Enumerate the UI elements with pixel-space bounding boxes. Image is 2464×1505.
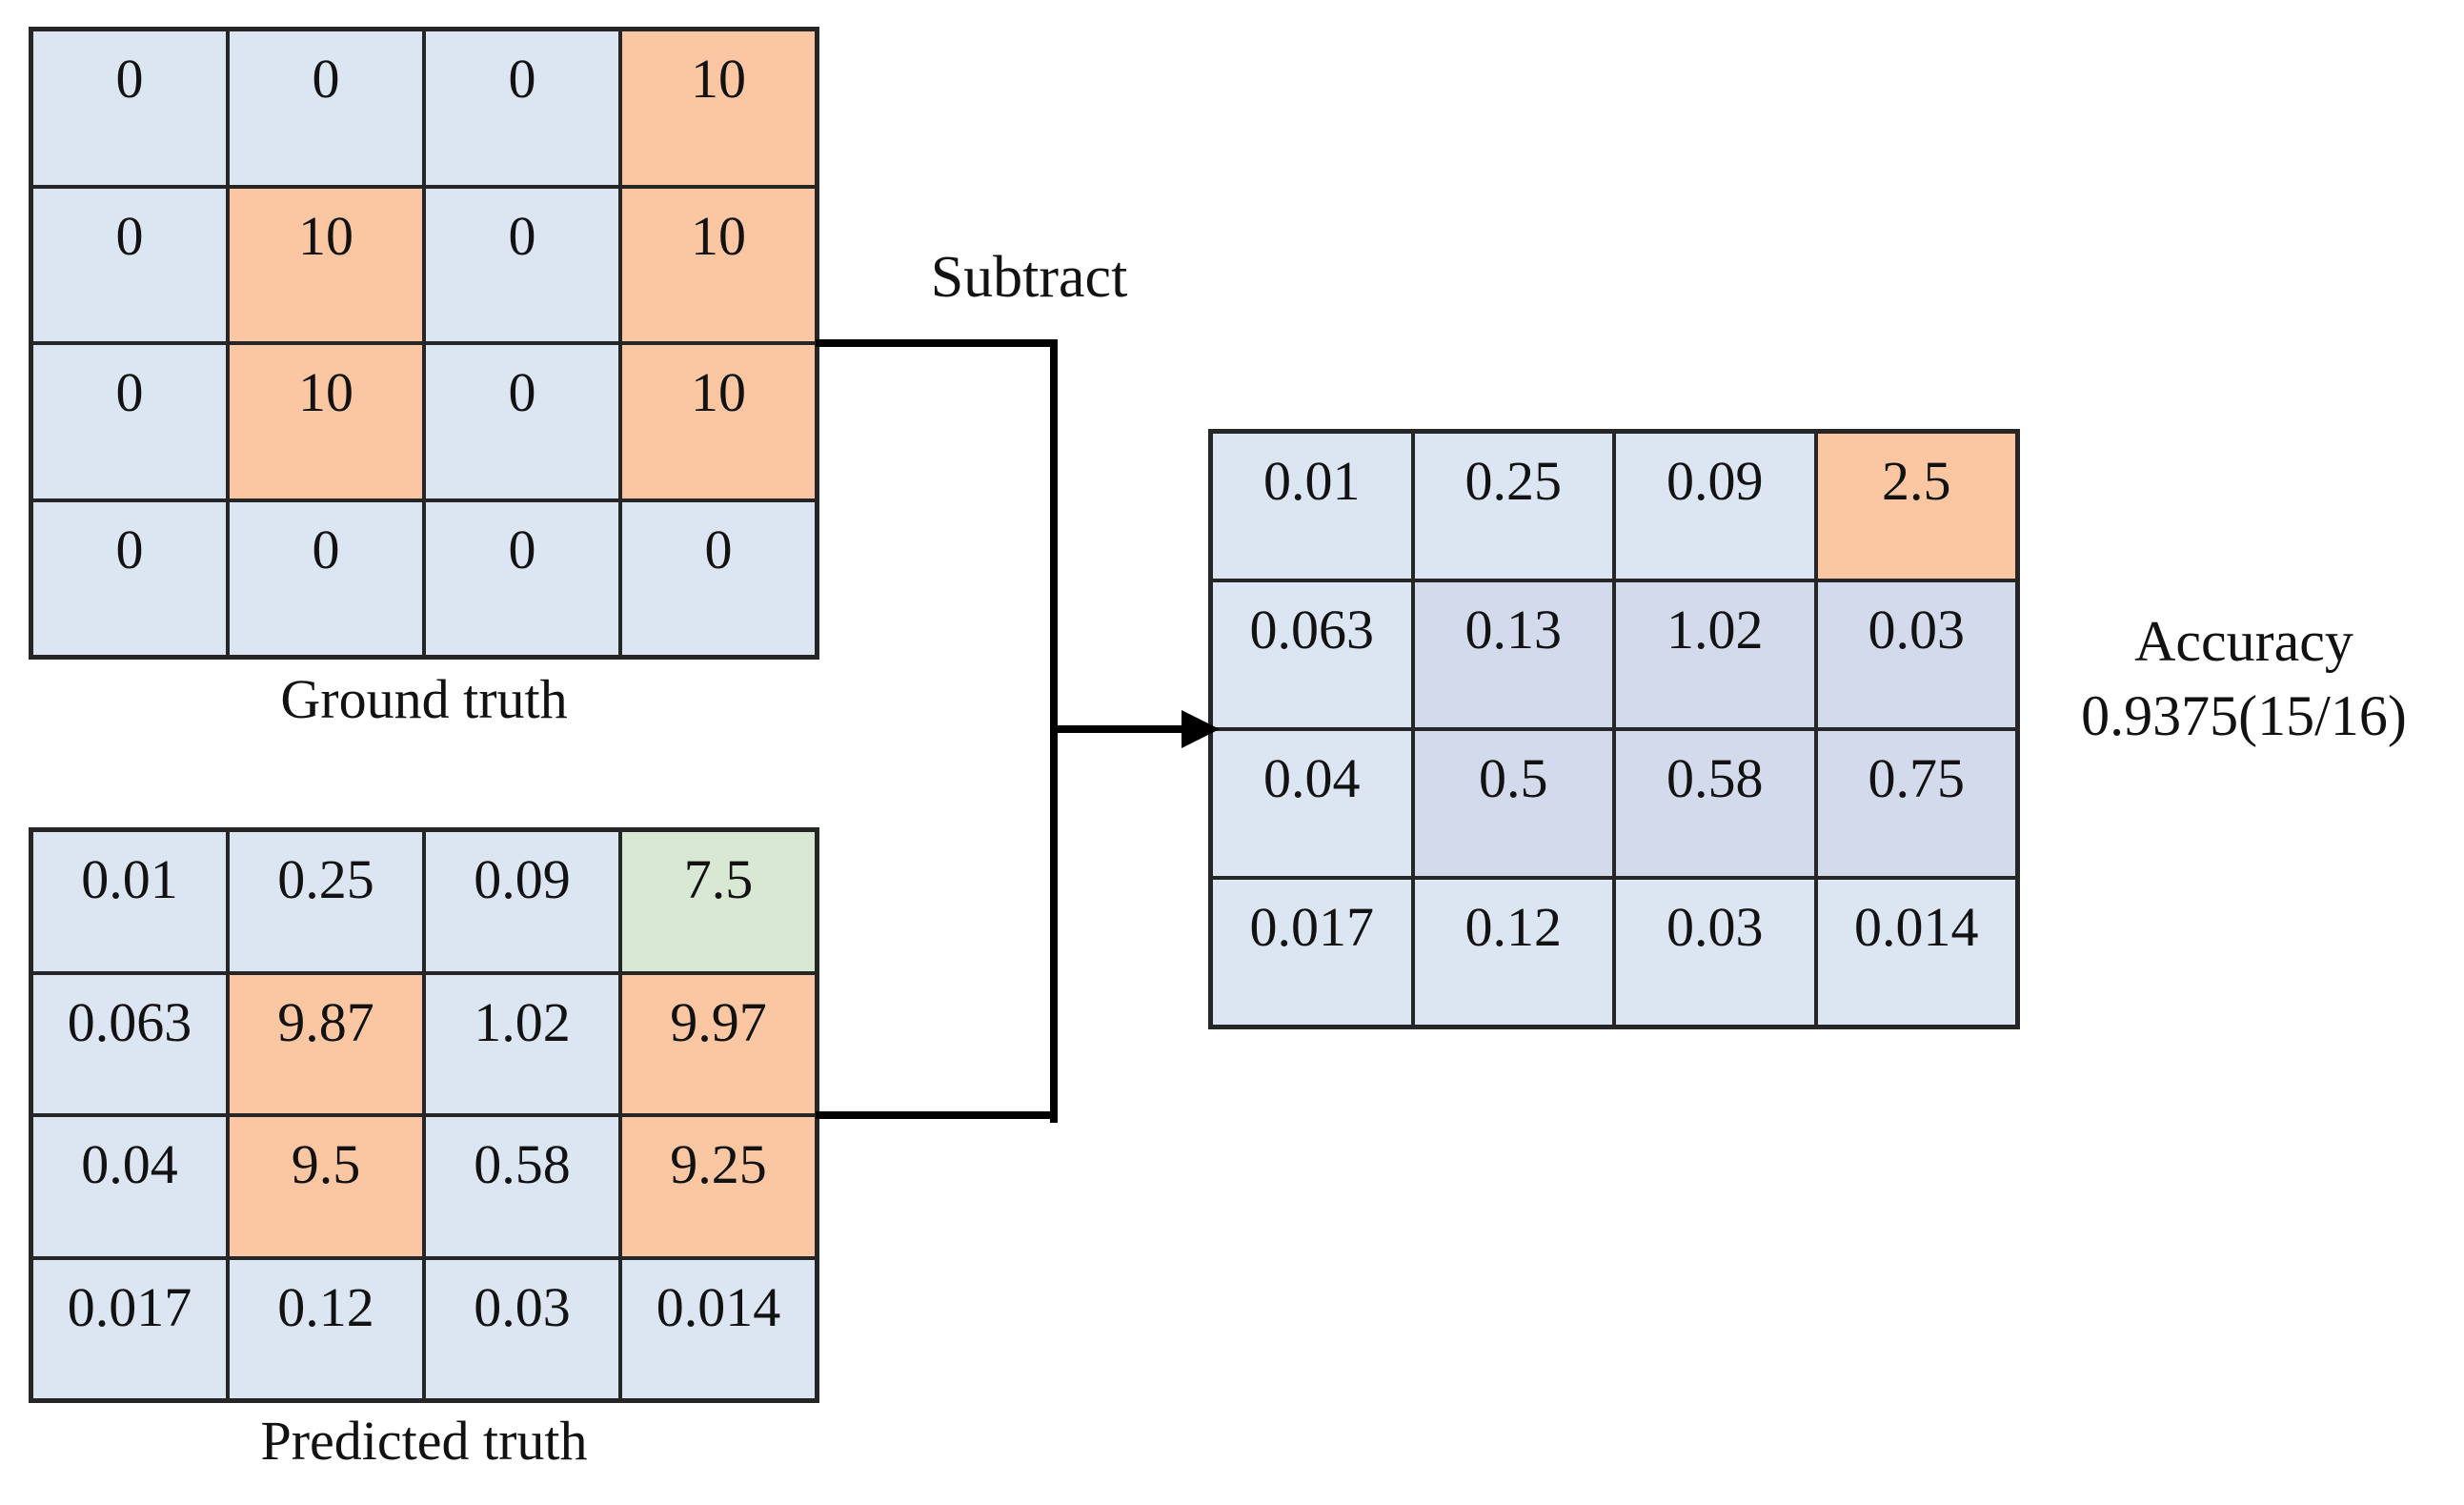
ground-truth-label: Ground truth [280,668,568,730]
predicted-truth-cell-r4c3: 0.03 [426,1259,618,1398]
result-cell-r1c2: 0.25 [1414,434,1612,579]
ground-truth-cell-r3c3: 0 [426,345,618,498]
ground-truth-cell-r1c2: 0 [230,31,422,185]
ground-truth-cell-r4c2: 0 [230,501,422,655]
ground-truth-cell-r4c4: 0 [622,501,815,655]
ground-truth-cell-r4c1: 0 [33,501,226,655]
result-cell-r4c4: 0.014 [1817,880,2015,1025]
result-cell-r1c1: 0.01 [1213,434,1411,579]
predicted-truth-cell-r3c2: 9.5 [230,1117,422,1256]
result-cell-r3c3: 0.58 [1616,731,1814,876]
predicted-truth-cell-r1c1: 0.01 [33,832,226,971]
predicted-truth-cell-r3c1: 0.04 [33,1117,226,1256]
result-matrix: 0.01 0.25 0.09 2.5 0.063 0.13 1.02 0.03 0.04 0.5 0… [1208,429,2020,1029]
result-cell-r1c4: 2.5 [1817,434,2015,579]
ground-truth-cell-r2c2: 10 [230,188,422,341]
predicted-truth-cell-r2c4: 9.97 [622,974,815,1113]
predicted-truth-cell-r2c1: 0.063 [33,974,226,1113]
ground-truth-cell-r1c1: 0 [33,31,226,185]
predicted-truth-cell-r1c2: 0.25 [230,832,422,971]
arrow-right-icon [1182,710,1220,748]
ground-truth-cell-r1c4: 10 [622,31,815,185]
ground-truth-cell-r3c1: 0 [33,345,226,498]
predicted-truth-cell-r2c2: 9.87 [230,974,422,1113]
result-cell-r3c4: 0.75 [1817,731,2015,876]
result-cell-r4c3: 0.03 [1616,880,1814,1025]
result-cell-r2c1: 0.063 [1213,582,1411,727]
result-cell-r2c3: 1.02 [1616,582,1814,727]
accuracy-title: Accuracy [2134,610,2353,673]
connector-line-bottom [816,1111,1058,1119]
result-cell-r2c2: 0.13 [1414,582,1612,727]
subtract-arrow-shaft [1050,725,1183,733]
predicted-truth-cell-r1c3: 0.09 [426,832,618,971]
result-cell-r1c3: 0.09 [1616,434,1814,579]
accuracy-value: 0.9375(15/16) [2081,684,2407,747]
predicted-truth-cell-r4c2: 0.12 [230,1259,422,1398]
result-cell-r4c1: 0.017 [1213,880,1411,1025]
result-cell-r2c4: 0.03 [1817,582,2015,727]
predicted-truth-cell-r4c4: 0.014 [622,1259,815,1398]
predicted-truth-label: Predicted truth [260,1410,588,1472]
predicted-truth-cell-r3c3: 0.58 [426,1117,618,1256]
ground-truth-cell-r4c3: 0 [426,501,618,655]
accuracy-label: Accuracy 0.9375(15/16) [2024,604,2464,753]
predicted-truth-cell-r1c4: 7.5 [622,832,815,971]
ground-truth-cell-r1c3: 0 [426,31,618,185]
ground-truth-cell-r2c1: 0 [33,188,226,341]
predicted-truth-matrix: 0.01 0.25 0.09 7.5 0.063 9.87 1.02 9.97 0.04 9.5 0… [29,827,819,1403]
predicted-truth-cell-r2c3: 1.02 [426,974,618,1113]
ground-truth-matrix: 0 0 0 10 0 10 0 10 0 10 0 10 0 0 0 0 [29,27,819,660]
predicted-truth-cell-r4c1: 0.017 [33,1259,226,1398]
ground-truth-cell-r3c2: 10 [230,345,422,498]
ground-truth-cell-r3c4: 10 [622,345,815,498]
subtract-label: Subtract [930,245,1128,310]
ground-truth-cell-r2c3: 0 [426,188,618,341]
result-cell-r4c2: 0.12 [1414,880,1612,1025]
ground-truth-cell-r2c4: 10 [622,188,815,341]
predicted-truth-cell-r3c4: 9.25 [622,1117,815,1256]
result-cell-r3c1: 0.04 [1213,731,1411,876]
connector-line-top [816,339,1058,347]
result-cell-r3c2: 0.5 [1414,731,1612,876]
